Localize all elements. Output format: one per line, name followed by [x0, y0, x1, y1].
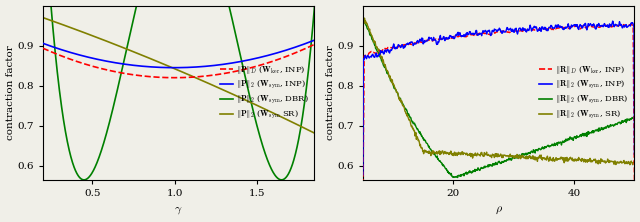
- X-axis label: $\gamma$: $\gamma$: [175, 203, 183, 216]
- Legend: $\|\mathbf{P}\|_D$ ($\mathbf{W}_{\mathrm{ker}}$, INP), $\|\mathbf{P}\|_2$ ($\mat: $\|\mathbf{P}\|_D$ ($\mathbf{W}_{\mathrm…: [218, 63, 310, 123]
- Legend: $\|\mathbf{R}\|_D$ ($\mathbf{W}_{\mathrm{ker}}$, INP), $\|\mathbf{R}\|_2$ ($\mat: $\|\mathbf{R}\|_D$ ($\mathbf{W}_{\mathrm…: [538, 63, 630, 123]
- X-axis label: $\rho$: $\rho$: [495, 203, 502, 216]
- Y-axis label: contraction factor: contraction factor: [6, 45, 15, 140]
- Y-axis label: contraction factor: contraction factor: [326, 45, 335, 140]
